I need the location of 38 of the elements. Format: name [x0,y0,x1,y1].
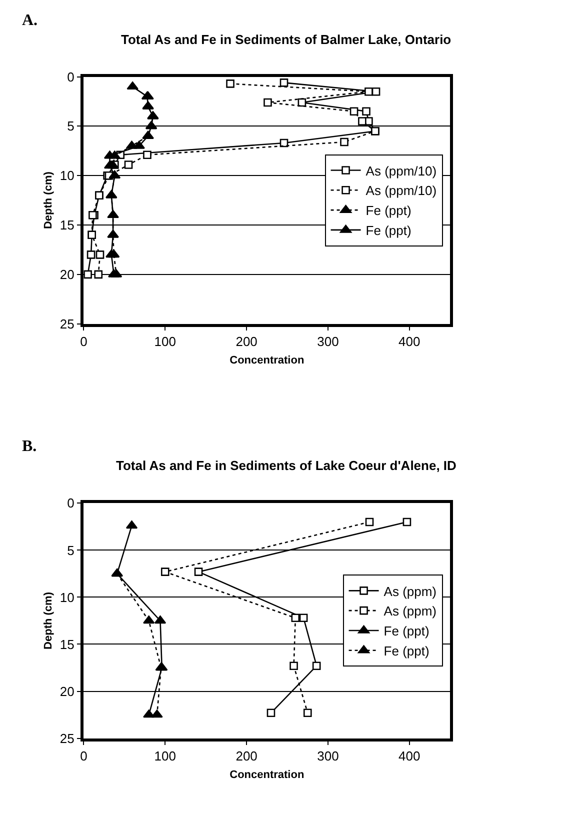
x-tick-label: 400 [398,748,420,764]
legend-label: Fe (ppt) [384,643,430,658]
y-tick-label: 15 [60,636,74,652]
y-tick-label: 10 [60,168,74,184]
y-axis-title: Depth (cm) [42,592,55,650]
legend-label: Fe (ppt) [366,203,412,218]
x-tick-label: 100 [154,334,176,350]
legend-label: As (ppm) [384,584,437,599]
legend-label: As (ppm/10) [366,183,437,198]
chart-title: Total As and Fe in Sediments of Lake Coeur d'Alene, ID [116,458,456,473]
y-axis-title: Depth (cm) [42,171,55,230]
x-tick-label: 300 [317,748,339,764]
legend-label: Fe (ppt) [366,223,412,238]
legend-label: As (ppm) [384,604,437,619]
y-tick-label: 20 [60,684,74,699]
y-tick-label: 5 [67,118,74,134]
legend-label: As (ppm/10) [366,163,437,178]
y-tick-label: 0 [67,496,74,511]
x-axis-title: Concentration [230,768,304,781]
x-tick-label: 300 [317,334,339,350]
y-tick-label: 20 [60,266,74,282]
y-tick-label: 25 [60,316,74,332]
chart-title: Total As and Fe in Sediments of Balmer Lake, Ontario [121,32,452,47]
x-tick-label: 200 [236,334,258,350]
y-tick-label: 15 [60,218,74,233]
y-tick-label: 10 [60,590,74,605]
x-tick-label: 0 [80,334,88,350]
legend-label: Fe (ppt) [384,624,430,639]
x-tick-label: 200 [236,748,258,764]
x-tick-label: 0 [80,748,88,764]
y-tick-label: 0 [67,69,74,84]
text: B. [22,438,37,455]
x-tick-label: 400 [398,334,420,350]
y-tick-label: 25 [60,730,74,746]
x-axis-title: Concentration [230,354,304,366]
x-tick-label: 100 [154,748,176,764]
y-tick-label: 5 [67,542,74,558]
text: A. [22,12,38,29]
